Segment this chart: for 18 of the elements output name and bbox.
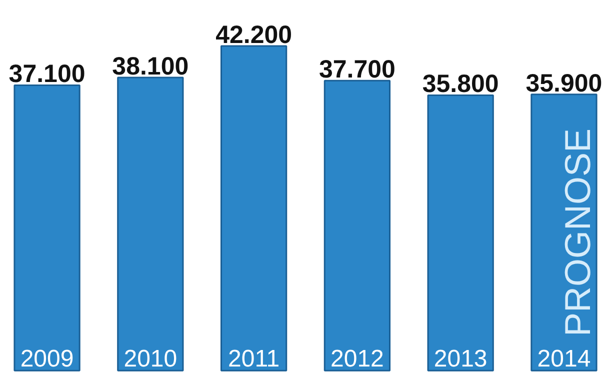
bar xyxy=(324,80,391,372)
x-tick-label: 2012 xyxy=(330,346,384,373)
x-tick-label: 2010 xyxy=(124,346,178,373)
bar xyxy=(427,94,494,372)
data-label: 35.900 xyxy=(526,69,602,98)
x-tick-label: 2011 xyxy=(228,346,280,373)
bar xyxy=(220,45,288,372)
data-label: 37.700 xyxy=(318,56,396,84)
data-label: 35.800 xyxy=(422,70,499,98)
bar xyxy=(117,76,184,372)
x-tick-label: 2014 xyxy=(537,346,591,373)
bar xyxy=(14,84,80,372)
annotation: PROGNOSE xyxy=(556,128,598,337)
data-label: 38.100 xyxy=(112,52,189,80)
x-tick-label: 2009 xyxy=(20,346,74,373)
data-label: 37.100 xyxy=(8,60,86,88)
x-tick-label: 2013 xyxy=(434,346,488,373)
data-label: 42.200 xyxy=(216,20,292,49)
